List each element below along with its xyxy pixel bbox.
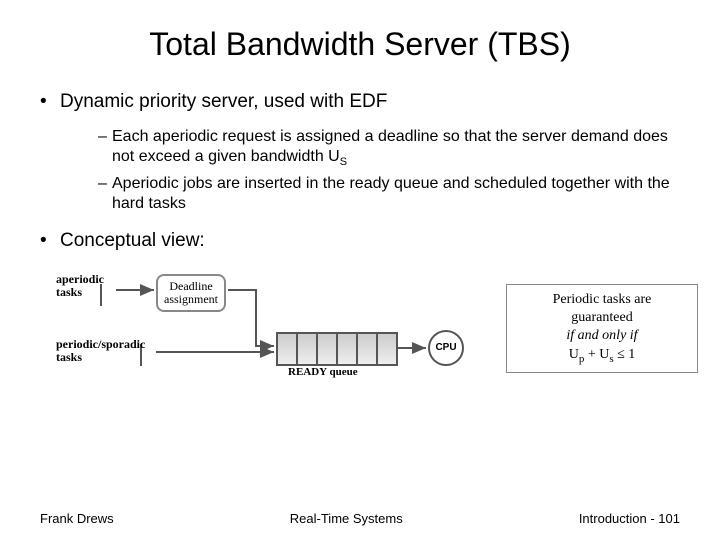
condition-line3: if and only if bbox=[517, 327, 687, 345]
slide-title: Total Bandwidth Server (TBS) bbox=[40, 26, 680, 63]
footer-right: Introduction - 101 bbox=[579, 511, 680, 526]
footer-left: Frank Drews bbox=[40, 511, 114, 526]
cpu-circle: CPU bbox=[428, 330, 464, 366]
ready-queue-label: READY queue bbox=[288, 366, 358, 378]
bullet-main: Dynamic priority server, used with EDF bbox=[40, 91, 680, 113]
condition-line2: guaranteed bbox=[517, 309, 687, 327]
cpu-label: CPU bbox=[435, 342, 456, 353]
slide: Total Bandwidth Server (TBS) Dynamic pri… bbox=[0, 0, 720, 540]
ready-queue bbox=[276, 332, 398, 366]
label-aperiodic: aperiodic tasks bbox=[56, 273, 104, 299]
condition-line1: Periodic tasks are bbox=[517, 291, 687, 309]
condition-box: Periodic tasks are guaranteed if and onl… bbox=[506, 284, 698, 373]
sub-bullet-2: Aperiodic jobs are inserted in the ready… bbox=[98, 174, 680, 214]
label-periodic: periodic/sporadic tasks bbox=[56, 338, 145, 364]
subscript-s: S bbox=[340, 156, 347, 168]
bullet-conceptual: Conceptual view: bbox=[40, 230, 680, 252]
deadline-assignment-box: Deadline assignment bbox=[156, 274, 226, 312]
slide-footer: Frank Drews Real-Time Systems Introducti… bbox=[0, 511, 720, 526]
conceptual-diagram: aperiodic tasks Deadline assignment peri… bbox=[56, 266, 680, 416]
sub-bullet-list: Each aperiodic request is assigned a dea… bbox=[40, 127, 680, 214]
condition-line4: Up + Us ≤ 1 bbox=[517, 346, 687, 366]
sub-bullet-1-text: Each aperiodic request is assigned a dea… bbox=[112, 128, 668, 165]
deadline-assignment-text: Deadline assignment bbox=[164, 279, 218, 306]
sub-bullet-1: Each aperiodic request is assigned a dea… bbox=[98, 127, 680, 170]
footer-center: Real-Time Systems bbox=[290, 511, 403, 526]
